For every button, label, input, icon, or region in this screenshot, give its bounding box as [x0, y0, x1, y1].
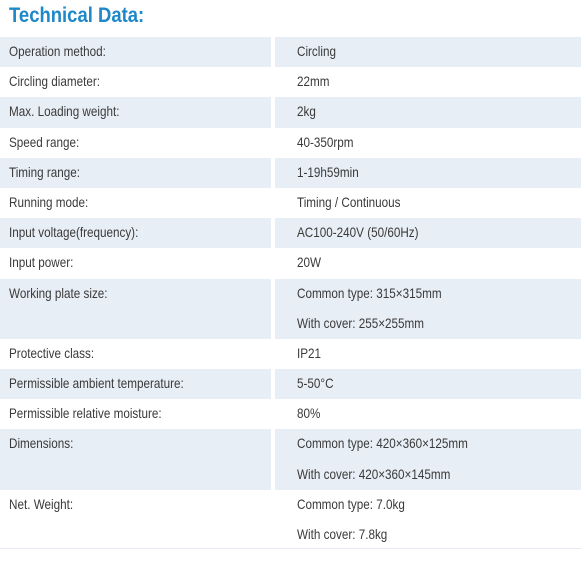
row-value: Common type: 420×360×125mm: [297, 436, 468, 452]
column-separator: [271, 127, 275, 158]
row-label-cell: Dimensions:: [0, 429, 271, 489]
row-label-cell: Permissible relative moisture:: [0, 399, 271, 429]
column-separator: [271, 429, 275, 490]
column-separator: [271, 399, 275, 430]
row-label: Max. Loading weight:: [9, 104, 120, 120]
row-value: With cover: 255×255mm: [297, 315, 425, 331]
column-separator: [271, 489, 275, 551]
row-label-cell: Working plate size:: [0, 279, 271, 339]
table-row: Circling diameter: 22mm: [0, 67, 581, 98]
row-value-cell: 40-350rpm: [275, 128, 581, 158]
row-value: 2kg: [297, 104, 316, 120]
column-separator: [271, 369, 275, 400]
column-separator: [271, 248, 275, 279]
column-separator: [271, 37, 275, 68]
row-label-cell: Running mode:: [0, 188, 271, 218]
row-value: Timing / Continuous: [297, 194, 401, 210]
table-row: Operation method: Circling: [0, 37, 581, 68]
row-value: With cover: 7.8kg: [297, 527, 388, 542]
row-value: 5-50°C: [297, 376, 334, 392]
row-value-cell: 2kg: [275, 97, 581, 127]
row-label: Permissible relative moisture:: [9, 406, 162, 422]
column-separator: [271, 278, 275, 339]
table-row: Net. Weight: Common type: 7.0kg With cover…: [0, 489, 581, 551]
row-value: Circling: [297, 44, 336, 59]
row-label-cell: Operation method:: [0, 37, 271, 67]
table-row: Max. Loading weight: 2kg: [0, 97, 581, 128]
row-value: 22mm: [297, 74, 330, 90]
table-row: Speed range: 40-350rpm: [0, 127, 581, 158]
row-value: Common type: 315×315mm: [297, 285, 442, 301]
page-title: Technical Data:: [9, 4, 145, 27]
row-label: Timing range:: [9, 164, 81, 180]
row-label: Speed range:: [9, 134, 80, 150]
row-label-cell: Permissible ambient temperature:: [0, 369, 271, 399]
column-separator: [271, 97, 275, 128]
row-label: Circling diameter:: [9, 74, 100, 90]
row-value: AC100-240V (50/60Hz): [297, 225, 419, 241]
table-row: Dimensions: Common type: 420×360×125mm Wit…: [0, 429, 581, 490]
column-separator: [271, 218, 275, 249]
row-value: 1-19h59min: [297, 164, 359, 180]
row-label-cell: Timing range:: [0, 158, 271, 188]
row-value-cell: Timing / Continuous: [275, 188, 581, 218]
table-row: Working plate size: Common type: 315×315m…: [0, 278, 581, 339]
row-value-cell: Circling: [275, 37, 581, 67]
row-value: IP21: [297, 345, 322, 361]
row-value-cell: Common type: 7.0kg With cover: 7.8kg: [275, 490, 581, 550]
row-label-cell: Input power:: [0, 248, 271, 278]
row-label-cell: Circling diameter:: [0, 67, 271, 97]
row-value-cell: Common type: 420×360×125mm With cover: 42…: [275, 429, 581, 489]
row-label-cell: Max. Loading weight:: [0, 97, 271, 127]
row-value-cell: AC100-240V (50/60Hz): [275, 218, 581, 248]
table-row: Permissible relative moisture: 80%: [0, 399, 581, 430]
row-value: 20W: [297, 255, 322, 271]
row-value: 80%: [297, 406, 321, 422]
column-separator: [271, 157, 275, 188]
row-label: Net. Weight:: [9, 496, 74, 512]
row-label-cell: Protective class:: [0, 339, 271, 369]
row-value-cell: Common type: 315×315mm With cover: 255×25…: [275, 279, 581, 339]
table-row: Running mode: Timing / Continuous: [0, 187, 581, 219]
row-label: Permissible ambient temperature:: [9, 376, 184, 392]
row-label-cell: Net. Weight:: [0, 490, 271, 550]
table-row: Permissible ambient temperature: 5-50°C: [0, 369, 581, 400]
row-label: Working plate size:: [9, 285, 108, 301]
technical-data-table: Operation method: Circling Circling diamet…: [0, 37, 581, 551]
row-label: Operation method:: [9, 44, 106, 59]
row-label: Input power:: [9, 255, 74, 271]
row-label: Protective class:: [9, 345, 95, 361]
row-value-cell: IP21: [275, 339, 581, 369]
row-value: 40-350rpm: [297, 134, 354, 150]
row-value-cell: 80%: [275, 399, 581, 429]
table-row: Input power: 20W: [0, 248, 581, 279]
row-value-cell: 22mm: [275, 67, 581, 97]
row-label-cell: Input voltage(frequency):: [0, 218, 271, 248]
row-label-cell: Speed range:: [0, 128, 271, 158]
row-label: Dimensions:: [9, 436, 74, 452]
column-separator: [271, 338, 275, 370]
row-label: Input voltage(frequency):: [9, 225, 139, 241]
row-label: Running mode:: [9, 194, 89, 210]
table-row: Protective class: IP21: [0, 338, 581, 370]
bottom-divider: [0, 548, 581, 549]
column-separator: [271, 187, 275, 219]
table-row: Input voltage(frequency): AC100-240V (50/…: [0, 218, 581, 249]
row-value-cell: 20W: [275, 248, 581, 278]
row-value-cell: 1-19h59min: [275, 158, 581, 188]
table-row: Timing range: 1-19h59min: [0, 157, 581, 188]
row-value: With cover: 420×360×145mm: [297, 466, 451, 482]
column-separator: [271, 67, 275, 98]
row-value-cell: 5-50°C: [275, 369, 581, 399]
row-value: Common type: 7.0kg: [297, 496, 405, 512]
